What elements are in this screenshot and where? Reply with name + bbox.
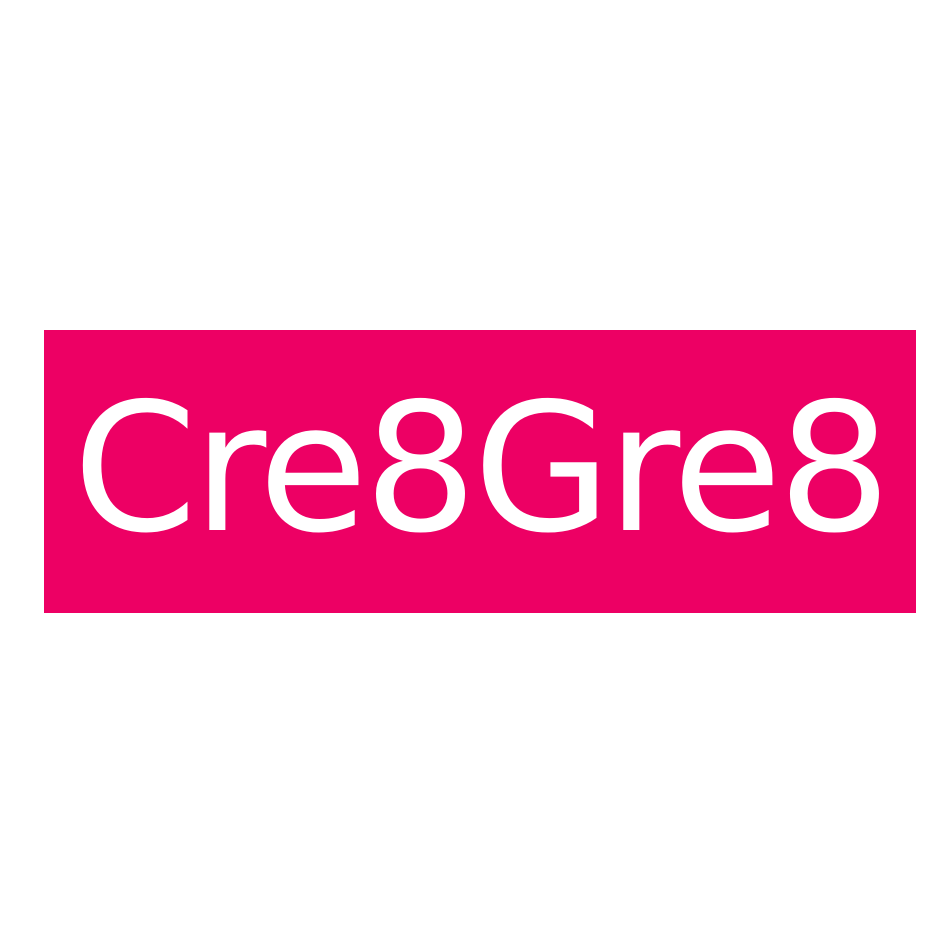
logo-wordmark: Cre8Gre8: [72, 364, 891, 572]
logo-banner: Cre8Gre8: [44, 330, 916, 613]
